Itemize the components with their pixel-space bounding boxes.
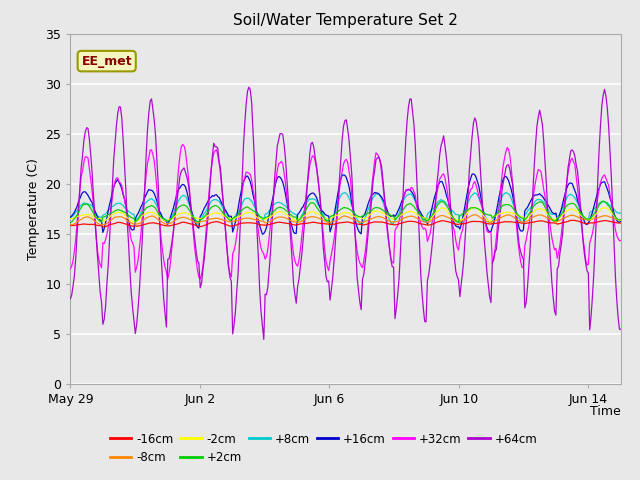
Text: EE_met: EE_met: [81, 55, 132, 68]
Bar: [70, 34, 621, 384]
Title: Soil/Water Temperature Set 2: Soil/Water Temperature Set 2: [233, 13, 458, 28]
Y-axis label: Temperature (C): Temperature (C): [27, 158, 40, 260]
Text: Time: Time: [590, 405, 621, 418]
Legend: -16cm, -8cm, -2cm, +2cm, +8cm, +16cm, +32cm, +64cm: -16cm, -8cm, -2cm, +2cm, +8cm, +16cm, +3…: [106, 428, 542, 469]
